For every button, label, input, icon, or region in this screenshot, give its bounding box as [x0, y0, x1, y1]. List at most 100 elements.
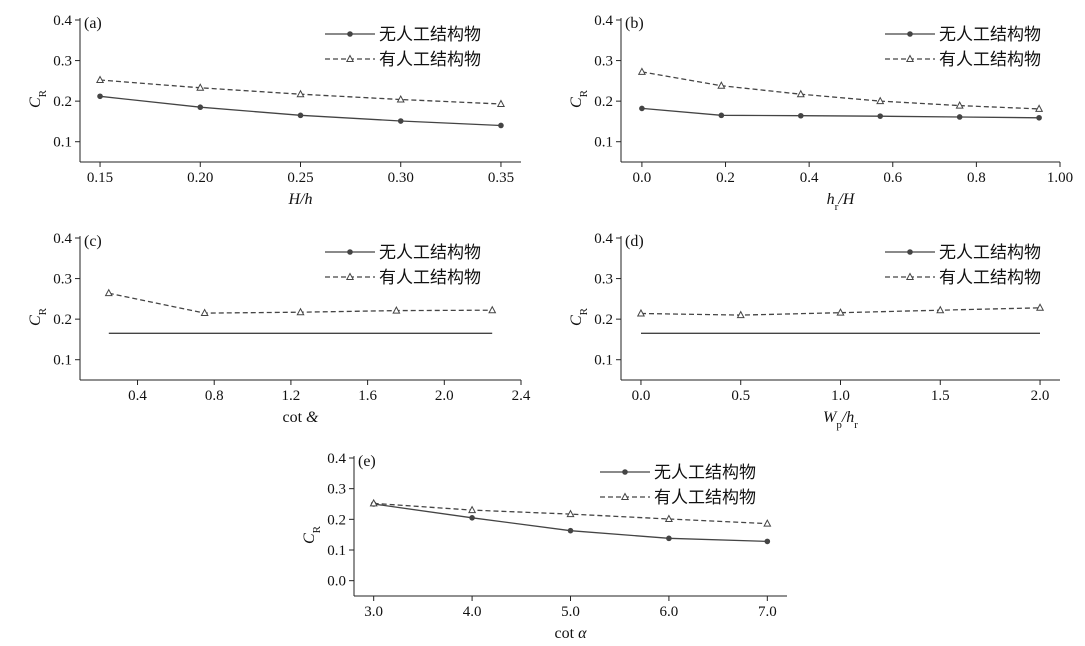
x-tick-label: 0.4	[128, 388, 147, 404]
data-point-circle	[469, 515, 475, 521]
x-tick-label: 2.0	[1031, 388, 1050, 404]
data-point-triangle	[488, 305, 497, 314]
data-point-circle	[1036, 114, 1042, 121]
series-line-with-structure	[373, 502, 768, 525]
y-tick-label: 0.1	[53, 135, 72, 151]
y-axis-label: CR	[27, 89, 49, 108]
data-point-triangle	[636, 308, 645, 317]
data-point-triangle	[736, 310, 745, 319]
data-point-circle	[297, 112, 304, 119]
x-tick-label: 2.0	[435, 388, 454, 404]
data-point-triangle	[637, 67, 646, 75]
data-point-triangle	[796, 89, 805, 98]
chart-panel-c: 0.1 0.2 0.3 0.4 0.4 0.8 1.2 1.6 2.0 2.4 cot & CR (c)…	[27, 231, 531, 426]
x-axis-label: cot &	[283, 409, 320, 426]
data-point-triangle	[104, 288, 113, 297]
legend-marker-circle	[907, 31, 913, 37]
y-axis-label: CR	[27, 307, 49, 326]
y-tick-label: 0.0	[327, 574, 346, 590]
legend-label: 无人工结构物	[654, 463, 756, 483]
data-point-triangle	[296, 89, 305, 98]
legend-marker-triangle	[905, 54, 915, 62]
y-tick-label: 0.1	[594, 353, 613, 369]
data-point-circle	[718, 112, 725, 119]
x-tick-label: 0.35	[488, 170, 514, 186]
y-tick-label: 0.4	[327, 451, 346, 467]
y-tick-label: 0.1	[594, 135, 613, 151]
y-axis-label: CR	[301, 525, 323, 544]
series-line-without-structure	[641, 107, 1040, 119]
data-point-triangle	[763, 519, 772, 527]
chart-panel-e: 0.0 0.1 0.2 0.3 0.4 3.0 4.0 5.0 6.0 7.0 cot α CR (e)…	[301, 451, 787, 642]
y-tick-label: 0.2	[53, 94, 72, 110]
data-point-circle	[639, 105, 645, 112]
y-tick-label: 0.3	[53, 272, 72, 288]
x-tick-label: 0.30	[388, 170, 414, 186]
y-tick-label: 0.4	[53, 231, 72, 247]
legend-label: 有人工结构物	[379, 268, 481, 288]
data-point-triangle	[717, 81, 726, 89]
data-point-triangle	[200, 308, 209, 317]
x-tick-label: 0.0	[632, 388, 651, 404]
legend-marker-circle	[347, 31, 353, 37]
x-tick-label: 3.0	[364, 604, 383, 620]
data-point-triangle	[1035, 104, 1044, 112]
data-point-triangle	[664, 514, 673, 523]
x-tick-label: 0.5	[731, 388, 750, 404]
x-tick-label: 5.0	[561, 604, 580, 620]
x-axis-label: Wp/hr	[823, 409, 858, 431]
data-point-circle	[877, 113, 884, 119]
x-tick-label: 1.5	[931, 388, 950, 404]
x-axis-label: hr/H	[827, 191, 856, 213]
data-point-triangle	[396, 94, 405, 103]
data-point-triangle	[392, 306, 401, 314]
x-tick-label: 0.2	[716, 170, 735, 186]
y-tick-label: 0.2	[594, 312, 613, 328]
data-point-triangle	[876, 96, 885, 105]
legend-marker-circle	[347, 249, 353, 255]
y-tick-label: 0.4	[53, 13, 72, 29]
legend-marker-triangle	[905, 272, 915, 280]
legend-label: 有人工结构物	[654, 488, 756, 508]
panel-letter: (c)	[84, 233, 102, 250]
x-tick-label: 0.8	[205, 388, 224, 404]
x-tick-label: 6.0	[660, 604, 679, 620]
x-tick-label: 1.6	[358, 388, 377, 404]
legend-marker-circle	[907, 249, 913, 255]
x-tick-label: 0.6	[883, 170, 902, 186]
series-line-with-structure	[640, 307, 1041, 316]
y-tick-label: 0.1	[327, 543, 346, 559]
x-tick-label: 4.0	[463, 604, 482, 620]
data-point-triangle	[96, 75, 105, 84]
data-point-triangle	[496, 99, 505, 107]
data-point-circle	[498, 122, 504, 129]
data-point-circle	[764, 538, 771, 545]
x-tick-label: 1.0	[831, 388, 850, 404]
legend-marker-triangle	[345, 272, 355, 280]
data-point-circle	[97, 93, 103, 100]
legend-label: 无人工结构物	[939, 243, 1041, 263]
panel-letter: (e)	[358, 453, 376, 470]
data-point-circle	[666, 535, 672, 542]
x-tick-label: 0.20	[187, 170, 213, 186]
chart-panel-d: 0.1 0.2 0.3 0.4 0.0 0.5 1.0 1.5 2.0 Wp/hr CR (d) 无人工…	[568, 231, 1060, 431]
panel-letter: (b)	[625, 15, 644, 32]
data-point-triangle	[369, 498, 378, 507]
data-point-circle	[397, 118, 404, 124]
legend-label: 无人工结构物	[379, 25, 481, 45]
y-tick-label: 0.1	[53, 353, 72, 369]
y-tick-label: 0.2	[53, 312, 72, 328]
y-tick-label: 0.4	[594, 231, 613, 247]
data-point-triangle	[1036, 303, 1045, 311]
x-tick-label: 1.2	[282, 388, 301, 404]
data-point-triangle	[836, 308, 845, 316]
y-tick-label: 0.3	[594, 272, 613, 288]
legend-label: 无人工结构物	[379, 243, 481, 263]
x-axis-label: cot α	[555, 625, 588, 642]
data-point-circle	[956, 114, 963, 120]
y-tick-label: 0.4	[594, 13, 613, 29]
series-line-without-structure	[99, 95, 502, 127]
y-tick-label: 0.3	[327, 482, 346, 498]
legend-label: 有人工结构物	[379, 50, 481, 70]
